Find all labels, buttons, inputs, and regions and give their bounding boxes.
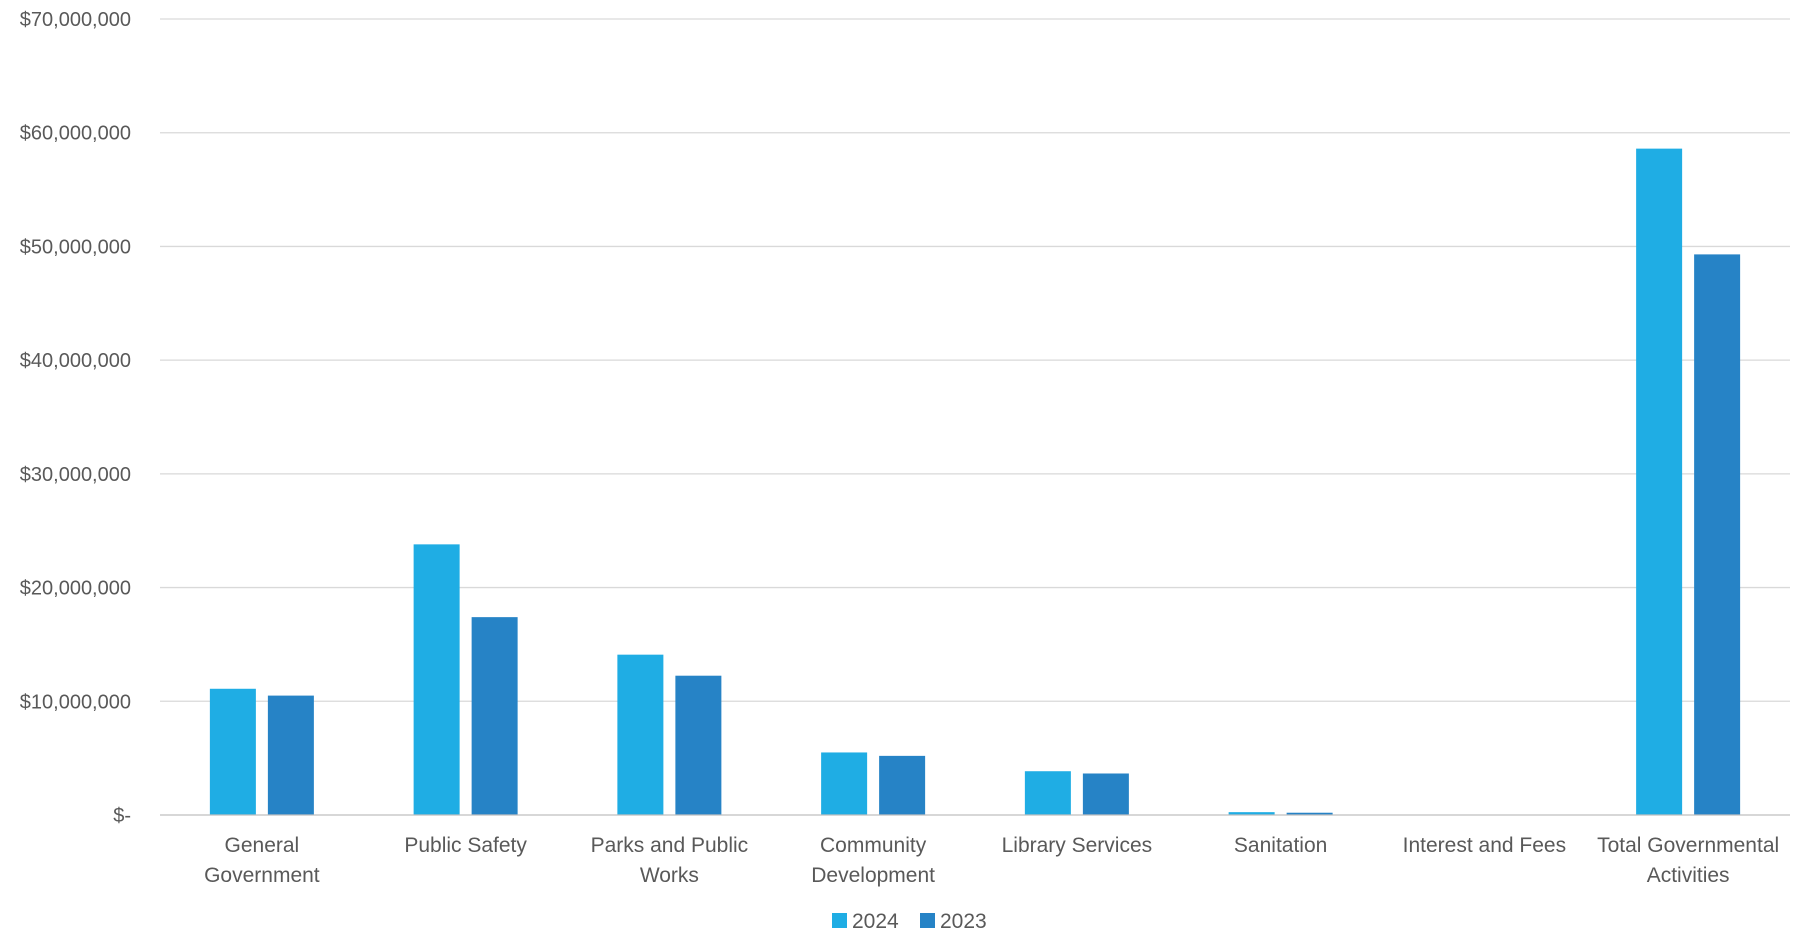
legend-label: 2023 bbox=[940, 910, 987, 933]
y-tick-label: $70,000,000 bbox=[20, 9, 131, 31]
x-tick-label: Library Services bbox=[1002, 834, 1153, 857]
y-tick-label: $10,000,000 bbox=[20, 691, 131, 713]
x-tick-label: Works bbox=[640, 864, 699, 887]
bar-2023-0 bbox=[267, 695, 314, 815]
bar-2023-3 bbox=[879, 755, 926, 815]
x-tick-label: General bbox=[225, 834, 300, 857]
bar-2023-5 bbox=[1286, 812, 1333, 815]
bar-2024-0 bbox=[209, 688, 256, 815]
x-tick-label: Interest and Fees bbox=[1403, 834, 1566, 857]
y-tick-label: $60,000,000 bbox=[20, 123, 131, 145]
bar-2023-2 bbox=[675, 675, 722, 815]
bar-2024-3 bbox=[821, 752, 868, 815]
bar-2023-1 bbox=[471, 617, 518, 815]
bar-2024-7 bbox=[1636, 148, 1683, 816]
x-tick-label: Parks and Public bbox=[591, 834, 749, 857]
bar-2023-7 bbox=[1694, 254, 1741, 816]
legend-swatch-2024 bbox=[832, 913, 847, 928]
y-tick-label: $30,000,000 bbox=[20, 464, 131, 486]
y-tick-label: $40,000,000 bbox=[20, 350, 131, 372]
x-tick-label: Total Governmental bbox=[1597, 834, 1779, 857]
bar-2024-2 bbox=[617, 654, 664, 815]
legend-swatch-2023 bbox=[920, 913, 935, 928]
y-tick-label: $- bbox=[113, 805, 131, 827]
x-tick-label: Activities bbox=[1647, 864, 1730, 887]
bar-2024-5 bbox=[1228, 812, 1275, 815]
x-tick-label: Community bbox=[820, 834, 927, 857]
y-tick-label: $20,000,000 bbox=[20, 578, 131, 600]
x-tick-label: Sanitation bbox=[1234, 834, 1327, 857]
y-tick-label: $50,000,000 bbox=[20, 236, 131, 258]
x-tick-label: Development bbox=[811, 864, 935, 887]
x-tick-label: Public Safety bbox=[404, 834, 527, 857]
x-tick-label: Government bbox=[204, 864, 320, 887]
bar-2023-4 bbox=[1082, 773, 1129, 815]
legend-label: 2024 bbox=[852, 910, 899, 933]
bar-2024-1 bbox=[413, 544, 460, 815]
bar-2024-4 bbox=[1024, 771, 1071, 815]
